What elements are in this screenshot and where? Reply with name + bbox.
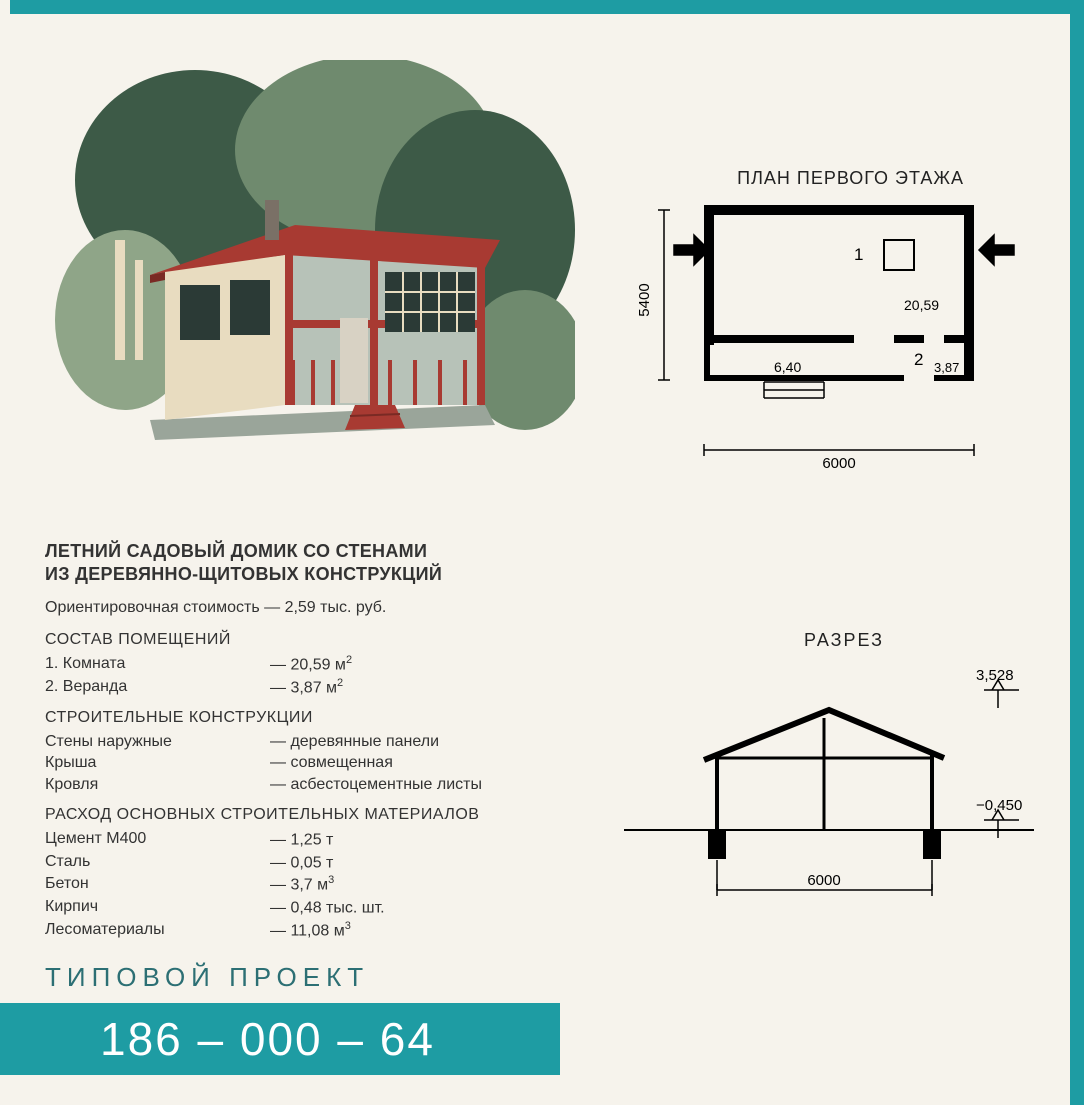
material-row: Сталь— 0,05 т	[45, 851, 605, 874]
ground-mark: −0,450	[976, 797, 1022, 814]
footer-label: ТИПОВОЙ ПРОЕКТ	[45, 962, 369, 993]
border-top	[10, 0, 1074, 14]
dim-height: 5400	[636, 283, 653, 316]
height-mark: 3,528	[976, 667, 1014, 684]
floor-plan: 5400 6000 1 20,59 2 3,87 6,40	[614, 150, 1044, 480]
constr-row: Кровля— асбестоцементные листы	[45, 774, 605, 796]
page: ПЛАН ПЕРВОГО ЭТАЖА	[0, 0, 1084, 1105]
section-drawing: 3,528 −0,450 6000	[614, 640, 1044, 940]
constr-row: Крыша— совмещенная	[45, 752, 605, 774]
room-row: 2. Веранда — 3,87 м2	[45, 676, 605, 699]
border-right	[1070, 0, 1084, 1105]
spec-block: ЛЕТНИЙ САДОВЫЙ ДОМИК СО СТЕНАМИ ИЗ ДЕРЕВ…	[45, 540, 605, 942]
project-code: 186 – 000 – 64	[100, 1012, 435, 1066]
rooms-header: СОСТАВ ПОМЕЩЕНИЙ	[45, 631, 605, 649]
room-2-area: 3,87	[934, 360, 959, 375]
title-line-2: ИЗ ДЕРЕВЯННО-ЩИТОВЫХ КОНСТРУКЦИЙ	[45, 564, 442, 584]
dim-width: 6000	[822, 455, 855, 472]
room-1-area: 20,59	[904, 297, 939, 313]
room-2-num: 2	[914, 350, 923, 369]
title-line-1: ЛЕТНИЙ САДОВЫЙ ДОМИК СО СТЕНАМИ	[45, 541, 427, 561]
veranda-width: 6,40	[774, 359, 801, 375]
material-row: Кирпич— 0,48 тыс. шт.	[45, 896, 605, 919]
material-row: Цемент М400— 1,25 т	[45, 828, 605, 851]
room-1-num: 1	[854, 245, 863, 264]
room-row: 1. Комната — 20,59 м2	[45, 653, 605, 676]
constr-row: Стены наружные— деревянные панели	[45, 731, 605, 753]
house-illustration	[55, 60, 575, 490]
materials-header: РАСХОД ОСНОВНЫХ СТРОИТЕЛЬНЫХ МАТЕРИАЛОВ	[45, 806, 605, 824]
project-code-bar: 186 – 000 – 64	[0, 1003, 560, 1075]
main-title: ЛЕТНИЙ САДОВЫЙ ДОМИК СО СТЕНАМИ ИЗ ДЕРЕВ…	[45, 540, 605, 585]
cost-line: Ориентировочная стоимость — 2,59 тыс. ру…	[45, 599, 605, 617]
material-row: Бетон— 3,7 м3	[45, 873, 605, 896]
material-row: Лесоматериалы— 11,08 м3	[45, 919, 605, 942]
constr-header: СТРОИТЕЛЬНЫЕ КОНСТРУКЦИИ	[45, 709, 605, 727]
section-width: 6000	[807, 872, 840, 889]
